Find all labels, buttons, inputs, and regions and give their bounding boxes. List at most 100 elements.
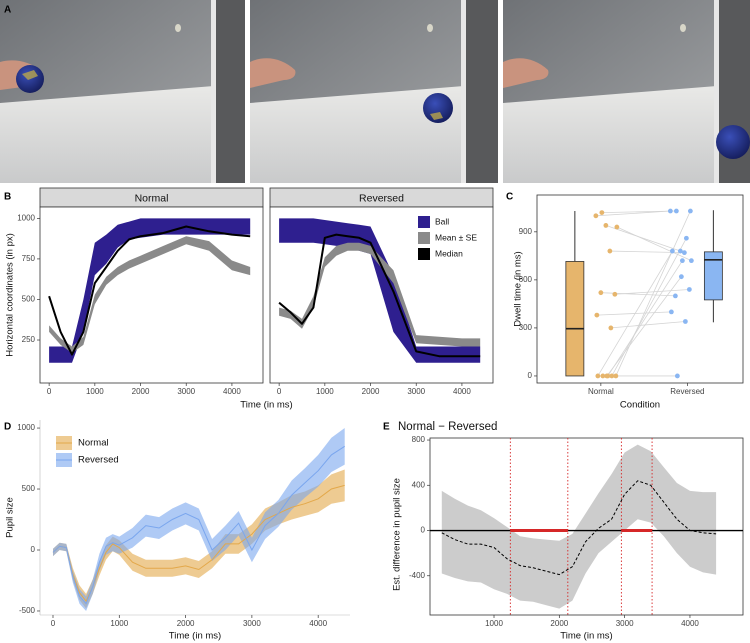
x-tick-label: 0 [51,619,56,628]
panel-label: D [4,422,11,433]
box [565,261,585,377]
legend-label: Ball [435,216,449,226]
facet-title: Normal [135,192,169,204]
legend-key [418,216,430,228]
x-tick-label: 3000 [177,387,195,396]
point [613,373,619,379]
photo [0,0,245,183]
x-axis-title: Condition [620,400,660,411]
point [603,223,609,228]
x-tick-label: 1000 [485,619,503,628]
pair-line [614,289,690,295]
median-line [48,225,251,356]
point [674,373,680,379]
y-tick-label: -400 [409,571,426,580]
point [607,248,613,254]
pair-line [616,226,692,262]
point [605,373,611,379]
y-tick-label: -500 [19,606,36,615]
point [598,290,604,296]
pair-line [605,225,681,252]
facet-title: Reversed [359,192,404,204]
legend-label: Mean ± SE [435,232,477,242]
point [681,250,687,256]
y-tick-label: 250 [22,335,36,344]
band [49,236,251,353]
x-tick-label: 3000 [616,619,634,628]
y-axis-title: Horizontal coordinates (in px) [5,233,16,357]
point [673,208,679,214]
photo [250,0,498,183]
legend-label: Normal [78,438,109,449]
point [679,258,685,264]
band [49,218,251,363]
x-tick-label: 3000 [243,619,261,628]
point [672,293,678,299]
x-tick-label: 1000 [86,387,104,396]
legend-label: Median [435,248,463,258]
y-axis-title: Est. difference in pupil size [392,478,403,591]
pair-line [615,210,691,377]
pair-line [611,238,687,377]
point [608,325,614,331]
line [441,480,717,576]
pair-line [597,250,673,377]
y-tick-label: 900 [519,227,533,236]
y-tick-label: 0 [528,371,533,380]
point [593,213,599,219]
y-axis-title: Dwell time (in ms) [513,251,524,326]
y-tick-label: 300 [519,323,533,332]
x-tick-label: 2000 [177,619,195,628]
legend-key [418,232,430,244]
x-tick-label: 2000 [362,387,380,396]
x-axis-title: Time (in ms) [169,631,221,642]
y-tick-label: 0 [421,526,426,535]
median-line [278,233,481,358]
pair-line [610,321,686,329]
pair-line [601,210,677,214]
x-axis-title: Time (in ms) [240,400,292,411]
point [677,248,683,254]
legend-label: Reversed [78,455,119,466]
pair-line [606,276,682,377]
band [279,218,481,363]
y-tick-label: 400 [412,480,426,489]
box [703,251,723,301]
x-tick-label: 0 [47,387,52,396]
point [688,258,694,264]
panel-label: C [506,192,513,203]
y-tick-label: 1000 [17,213,35,222]
point [594,312,600,318]
x-tick-label: 0 [277,387,282,396]
point [599,210,605,216]
chart-title: Normal − Reversed [398,421,497,433]
line [52,445,345,605]
x-tick-label: 4000 [681,619,699,628]
y-tick-label: 600 [519,275,533,284]
point [682,319,688,324]
pair-line [596,311,672,316]
legend-key [418,248,430,260]
point [609,373,615,379]
x-axis-title: Time (in ms) [560,631,612,642]
panel-label: E [383,422,390,433]
y-tick-label: 1000 [17,423,35,432]
point [669,248,675,254]
y-tick-label: 500 [22,484,36,493]
y-axis-title: Pupil size [5,497,16,538]
x-tick-label: 4000 [223,387,241,396]
x-tick-label: Normal [588,387,614,396]
x-tick-label: 1000 [316,387,334,396]
point [612,291,618,297]
point [683,235,689,241]
plot-panel [39,206,264,384]
pair-line [607,260,683,377]
x-tick-label: 2000 [550,619,568,628]
x-tick-label: 1000 [110,619,128,628]
x-tick-label: 3000 [407,387,425,396]
point [686,287,692,292]
point [595,373,601,379]
point [614,224,620,230]
